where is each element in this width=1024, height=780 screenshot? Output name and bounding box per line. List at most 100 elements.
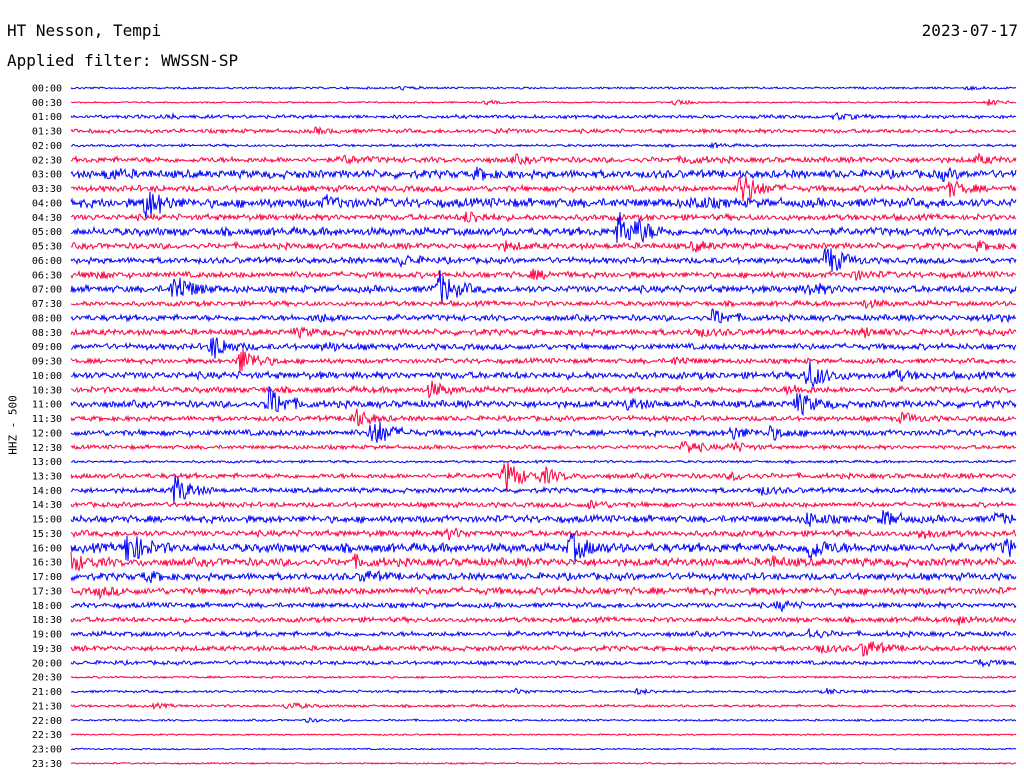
seismic-trace-row	[70, 270, 1017, 304]
seismic-trace-row	[70, 687, 1017, 696]
time-tick-label: 14:30	[32, 500, 62, 511]
time-tick-label: 10:00	[32, 371, 62, 382]
time-tick-label: 02:30	[32, 155, 62, 166]
time-tick-label: 12:00	[32, 428, 62, 439]
time-tick-label: 07:00	[32, 285, 62, 296]
seismic-trace-row	[70, 747, 1017, 751]
time-tick-label: 01:00	[32, 112, 62, 123]
time-tick-label: 05:30	[32, 242, 62, 253]
seismic-trace-row	[70, 348, 1017, 373]
seismic-trace-row	[70, 151, 1017, 166]
seismic-trace-row	[70, 440, 1017, 454]
time-tick-label: 19:00	[32, 630, 62, 641]
seismic-trace-row	[70, 166, 1017, 183]
time-tick-label: 16:30	[32, 558, 62, 569]
seismic-trace-row	[70, 615, 1017, 626]
seismic-trace-row	[70, 408, 1017, 426]
time-tick-label: 01:30	[32, 127, 62, 138]
seismic-trace-row	[70, 716, 1017, 724]
seismic-trace-row	[70, 176, 1017, 202]
time-tick-label: 09:00	[32, 342, 62, 353]
seismic-trace-row	[70, 211, 1017, 223]
seismic-trace-row	[70, 337, 1017, 359]
seismic-trace-row	[70, 599, 1017, 614]
time-tick-label: 16:00	[32, 543, 62, 554]
seismic-trace-row	[70, 191, 1017, 219]
seismic-trace-row	[70, 126, 1017, 136]
seismic-trace-row	[70, 641, 1017, 657]
time-tick-label: 21:00	[32, 687, 62, 698]
time-tick-label: 00:00	[32, 84, 62, 95]
time-tick-labels: 00:00 00:30 01:00 01:30 02:00 02:30 03:00 03:30…	[32, 84, 62, 770]
seismic-trace-row	[70, 675, 1017, 680]
time-tick-label: 03:30	[32, 184, 62, 195]
seismic-trace-row	[70, 461, 1017, 493]
time-tick-label: 06:00	[32, 256, 62, 267]
time-tick-label: 22:00	[32, 716, 62, 727]
time-tick-label: 09:30	[32, 357, 62, 368]
seismic-trace-row	[70, 268, 1017, 281]
seismic-trace-row	[70, 299, 1017, 310]
seismic-trace-row	[70, 248, 1017, 273]
seismic-trace-row	[70, 499, 1017, 510]
time-tick-label: 04:30	[32, 213, 62, 224]
time-tick-label: 20:30	[32, 673, 62, 684]
filter-label: Applied filter: WWSSN-SP	[7, 51, 239, 70]
time-tick-label: 18:30	[32, 615, 62, 626]
time-tick-label: 05:00	[32, 227, 62, 238]
seismic-trace-row	[70, 627, 1017, 639]
time-tick-label: 07:30	[32, 299, 62, 310]
time-tick-label: 20:00	[32, 658, 62, 669]
seismic-trace-row	[70, 510, 1017, 527]
seismic-trace-row	[70, 569, 1017, 584]
time-tick-label: 23:00	[32, 745, 62, 756]
time-tick-label: 12:30	[32, 443, 62, 454]
time-tick-label: 21:30	[32, 701, 62, 712]
seismic-trace-row	[70, 701, 1017, 711]
seismic-trace-row	[70, 527, 1017, 541]
time-tick-label: 14:00	[32, 486, 62, 497]
seismic-trace-row	[71, 585, 1017, 600]
time-tick-label: 23:30	[32, 759, 62, 770]
time-tick-label: 11:30	[32, 414, 62, 425]
seismic-trace-row	[70, 99, 1017, 107]
seismic-trace-row	[70, 141, 1017, 150]
seismic-trace-row	[70, 308, 1017, 324]
seismic-traces	[70, 85, 1017, 765]
seismic-trace-row	[70, 732, 1017, 737]
seismic-trace-row	[70, 326, 1017, 340]
seismic-trace-row	[70, 85, 1017, 92]
station-title: HT Nesson, Tempi	[7, 21, 162, 40]
seismic-trace-row	[70, 459, 1017, 465]
time-tick-label: 13:30	[32, 471, 62, 482]
seismic-trace-row	[70, 421, 1017, 443]
time-tick-label: 06:30	[32, 270, 62, 281]
seismic-trace-row	[70, 380, 1017, 399]
date-label: 2023-07-17	[921, 21, 1018, 40]
time-tick-label: 17:00	[32, 572, 62, 583]
seismic-trace-row	[70, 111, 1017, 121]
time-tick-label: 04:00	[32, 198, 62, 209]
time-tick-label: 11:00	[32, 400, 62, 411]
seismic-trace-row	[70, 533, 1017, 562]
time-tick-label: 18:00	[32, 601, 62, 612]
time-tick-label: 15:00	[32, 515, 62, 526]
time-tick-label: 00:30	[32, 98, 62, 109]
seismic-trace-row	[70, 240, 1017, 253]
seismic-trace-row	[70, 551, 1017, 573]
time-tick-label: 15:30	[32, 529, 62, 540]
seismic-trace-row	[70, 658, 1017, 669]
time-tick-label: 17:30	[32, 586, 62, 597]
time-tick-label: 13:00	[32, 457, 62, 468]
time-tick-label: 08:00	[32, 313, 62, 324]
seismic-trace-row	[70, 211, 1017, 244]
time-tick-label: 10:30	[32, 385, 62, 396]
seismic-trace-row	[70, 761, 1017, 765]
seismic-trace-row	[70, 475, 1017, 505]
time-tick-label: 02:00	[32, 141, 62, 152]
time-tick-label: 08:30	[32, 328, 62, 339]
seismic-trace-row	[70, 385, 1017, 417]
seismic-trace-row	[70, 361, 1017, 388]
time-tick-label: 22:30	[32, 730, 62, 741]
